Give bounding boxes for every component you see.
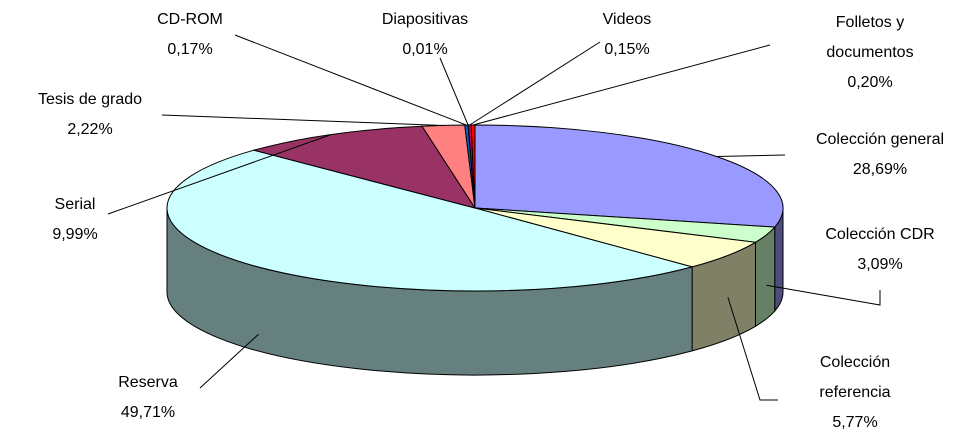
leader-line — [472, 44, 771, 126]
leader-line — [161, 114, 444, 126]
label-name: Tesis de grado — [37, 91, 143, 108]
label-name: Colección referencia — [819, 354, 891, 401]
label-value: 0,17% — [167, 41, 213, 58]
data-label: CD-ROM 0,17% — [130, 5, 250, 65]
leader-line — [716, 154, 786, 157]
data-label: Reserva 49,71% — [88, 368, 208, 428]
label-value: 9,99% — [52, 226, 98, 243]
leader-line — [439, 57, 469, 126]
label-value: 0,15% — [604, 41, 650, 58]
leader-line — [199, 333, 259, 389]
leader-line — [107, 134, 332, 215]
label-value: 0,01% — [402, 41, 448, 58]
label-name: Serial — [54, 196, 96, 213]
data-label: Colección referencia 5,77% — [805, 348, 905, 435]
slice — [166, 149, 695, 292]
label-name: Reserva — [118, 374, 178, 391]
label-name: Videos — [602, 11, 652, 28]
data-label: Folletos y documentos 0,20% — [810, 8, 930, 98]
data-label: Serial 9,99% — [25, 190, 125, 250]
leader-line — [766, 284, 881, 306]
data-label: Colección general 28,69% — [780, 125, 970, 185]
data-label: Colección CDR 3,09% — [795, 220, 965, 280]
leader-line — [234, 34, 467, 126]
data-label: Diapositivas 0,01% — [355, 5, 495, 65]
data-label: Tesis de grado 2,22% — [5, 85, 175, 145]
leader-line — [469, 41, 601, 126]
leader-line — [727, 297, 778, 401]
label-value: 5,77% — [832, 414, 878, 431]
label-value: 0,20% — [847, 74, 893, 91]
label-name: CD-ROM — [157, 11, 223, 28]
label-value: 3,09% — [857, 256, 903, 273]
label-value: 49,71% — [120, 404, 176, 421]
label-name: Colección general — [815, 131, 945, 148]
label-name: Colección CDR — [825, 226, 935, 243]
slice-side — [754, 225, 776, 328]
slice — [252, 125, 477, 209]
data-label: Videos 0,15% — [577, 5, 677, 65]
label-name: Diapositivas — [381, 11, 469, 28]
label-value: 2,22% — [67, 121, 113, 138]
label-value: 28,69% — [852, 161, 908, 178]
label-name: Folletos y documentos — [826, 14, 914, 61]
